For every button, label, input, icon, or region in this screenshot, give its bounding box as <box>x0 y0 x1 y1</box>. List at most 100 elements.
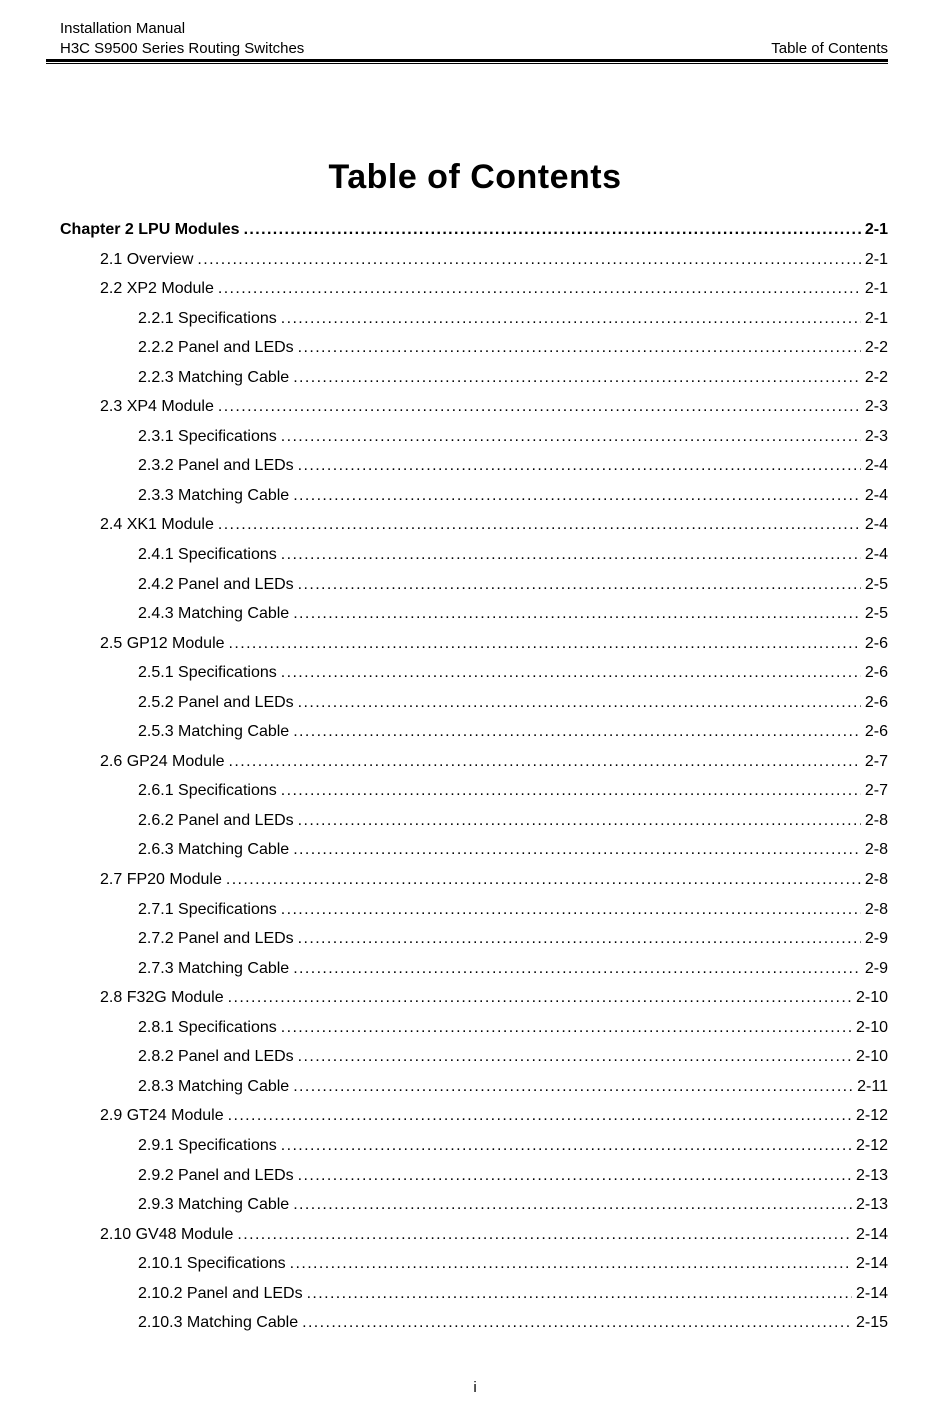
toc-dot-leader <box>298 576 861 594</box>
toc-entry: 2.7 FP20 Module 2-8 <box>60 871 888 901</box>
toc-entry-label: 2.9 GT24 Module <box>100 1107 224 1125</box>
toc-entry-label: 2.9.3 Matching Cable <box>138 1196 290 1214</box>
toc-entry-page: 2-14 <box>855 1255 888 1273</box>
toc-dot-leader <box>293 487 861 505</box>
toc-entry-label: 2.5 GP12 Module <box>100 634 225 652</box>
toc-entry-page: 2-8 <box>864 811 888 829</box>
toc-entry-label: 2.4.1 Specifications <box>138 546 277 564</box>
toc-entry-page: 2-15 <box>855 1314 888 1332</box>
toc-entry: 2.5 GP12 Module 2-6 <box>60 635 888 665</box>
toc-entry-page: 2-8 <box>864 841 888 859</box>
toc-entry: 2.8.3 Matching Cable 2-11 <box>60 1078 888 1108</box>
toc-entry-label: 2.4.2 Panel and LEDs <box>138 575 294 593</box>
toc-entry-label: 2.1 Overview <box>100 250 194 268</box>
page-footer-number: i <box>473 1379 477 1396</box>
toc-dot-leader <box>281 901 861 919</box>
toc-entry-label: 2.7.3 Matching Cable <box>138 959 290 977</box>
toc-entry-page: 2-7 <box>864 782 888 800</box>
toc-dot-leader <box>228 1107 852 1125</box>
header-manual-title: Installation Manual <box>60 20 186 37</box>
toc-dot-leader <box>298 694 861 712</box>
toc-entry: 2.4.1 Specifications 2-4 <box>60 546 888 576</box>
toc-entry-page: 2-9 <box>864 930 888 948</box>
toc-entry-page: 2-3 <box>864 427 888 445</box>
toc-dot-leader <box>228 989 852 1007</box>
toc-entry: 2.10.1 Specifications 2-14 <box>60 1255 888 1285</box>
toc-entry: 2.3 XP4 Module 2-3 <box>60 398 888 428</box>
toc-entry: 2.10.3 Matching Cable 2-15 <box>60 1314 888 1344</box>
toc-entry: 2.9.1 Specifications 2-12 <box>60 1137 888 1167</box>
toc-entry-page: 2-6 <box>864 693 888 711</box>
page-title: Table of Contents <box>328 157 622 196</box>
toc-entry-page: 2-12 <box>855 1107 888 1125</box>
toc-entry-label: 2.2.2 Panel and LEDs <box>138 339 294 357</box>
toc-entry: 2.10 GV48 Module 2-14 <box>60 1226 888 1256</box>
toc-entry-label: 2.10.2 Panel and LEDs <box>138 1284 303 1302</box>
toc-entry-page: 2-3 <box>864 398 888 416</box>
toc-entry-page: 2-11 <box>857 1077 888 1095</box>
toc-entry-page: 2-8 <box>864 871 888 889</box>
header-rule-thick-line <box>46 59 888 62</box>
toc-dot-leader <box>293 369 861 387</box>
toc-entry: 2.1 Overview 2-1 <box>60 251 888 281</box>
toc-dot-leader <box>281 1137 852 1155</box>
toc-entry: 2.10.2 Panel and LEDs 2-14 <box>60 1285 888 1315</box>
toc-dot-leader <box>298 812 861 830</box>
toc-entry-label: 2.2.1 Specifications <box>138 309 277 327</box>
toc-entry-label: 2.3.3 Matching Cable <box>138 486 290 504</box>
toc-dot-leader <box>298 457 861 475</box>
toc-entry-label: 2.7.2 Panel and LEDs <box>138 930 294 948</box>
toc-dot-leader <box>307 1285 852 1303</box>
toc-entry: 2.4.3 Matching Cable 2-5 <box>60 605 888 635</box>
toc-entry: 2.2 XP2 Module 2-1 <box>60 280 888 310</box>
toc-dot-leader <box>290 1255 852 1273</box>
toc-dot-leader <box>197 251 861 269</box>
toc-entry-page: 2-4 <box>864 546 888 564</box>
toc-entry-label: 2.6.2 Panel and LEDs <box>138 811 294 829</box>
toc-entry: 2.6 GP24 Module 2-7 <box>60 753 888 783</box>
toc-entry-label: 2.9.1 Specifications <box>138 1136 277 1154</box>
toc-entry-label: Chapter 2 LPU Modules <box>60 221 240 238</box>
toc-entry: 2.4.2 Panel and LEDs 2-5 <box>60 576 888 606</box>
header-rule-thin-line <box>46 63 888 64</box>
toc-dot-leader <box>293 1196 852 1214</box>
toc-dot-leader <box>281 546 861 564</box>
toc-entry-page: 2-6 <box>864 723 888 741</box>
toc-entry: 2.5.3 Matching Cable 2-6 <box>60 723 888 753</box>
toc-entry-page: 2-1 <box>864 309 888 327</box>
toc-entry: 2.8 F32G Module 2-10 <box>60 989 888 1019</box>
toc-entry-page: 2-8 <box>864 900 888 918</box>
toc-entry-page: 2-6 <box>864 664 888 682</box>
toc-entry-label: 2.3.1 Specifications <box>138 427 277 445</box>
toc-entry-page: 2-10 <box>855 989 888 1007</box>
header-section-name: Table of Contents <box>771 39 888 57</box>
toc-list: Chapter 2 LPU Modules 2-1 2.1 Overview 2… <box>60 221 888 1344</box>
page-header: Installation Manual H3C S9500 Series Rou… <box>60 19 888 58</box>
toc-entry-page: 2-1 <box>864 280 888 298</box>
toc-dot-leader <box>281 782 861 800</box>
toc-entry-label: 2.9.2 Panel and LEDs <box>138 1166 294 1184</box>
toc-dot-leader <box>293 960 861 978</box>
toc-entry: 2.7.2 Panel and LEDs 2-9 <box>60 930 888 960</box>
toc-entry-page: 2-4 <box>864 486 888 504</box>
toc-entry: 2.9.3 Matching Cable 2-13 <box>60 1196 888 1226</box>
toc-entry-page: 2-5 <box>864 575 888 593</box>
toc-dot-leader <box>293 841 861 859</box>
toc-entry: 2.8.1 Specifications 2-10 <box>60 1019 888 1049</box>
toc-entry-page: 2-4 <box>864 516 888 534</box>
toc-entry: 2.5.2 Panel and LEDs 2-6 <box>60 694 888 724</box>
toc-entry-page: 2-2 <box>864 339 888 357</box>
toc-dot-leader <box>293 1078 853 1096</box>
toc-entry: 2.3.3 Matching Cable 2-4 <box>60 487 888 517</box>
toc-entry-page: 2-1 <box>864 250 888 268</box>
toc-entry-label: 2.2.3 Matching Cable <box>138 368 290 386</box>
toc-entry: 2.2.1 Specifications 2-1 <box>60 310 888 340</box>
toc-entry-label: 2.8.2 Panel and LEDs <box>138 1048 294 1066</box>
toc-entry-page: 2-1 <box>864 221 888 238</box>
toc-entry: 2.9.2 Panel and LEDs 2-13 <box>60 1167 888 1197</box>
toc-entry: 2.2.3 Matching Cable 2-2 <box>60 369 888 399</box>
toc-dot-leader <box>293 605 861 623</box>
toc-dot-leader <box>218 280 861 298</box>
toc-dot-leader <box>281 1019 852 1037</box>
